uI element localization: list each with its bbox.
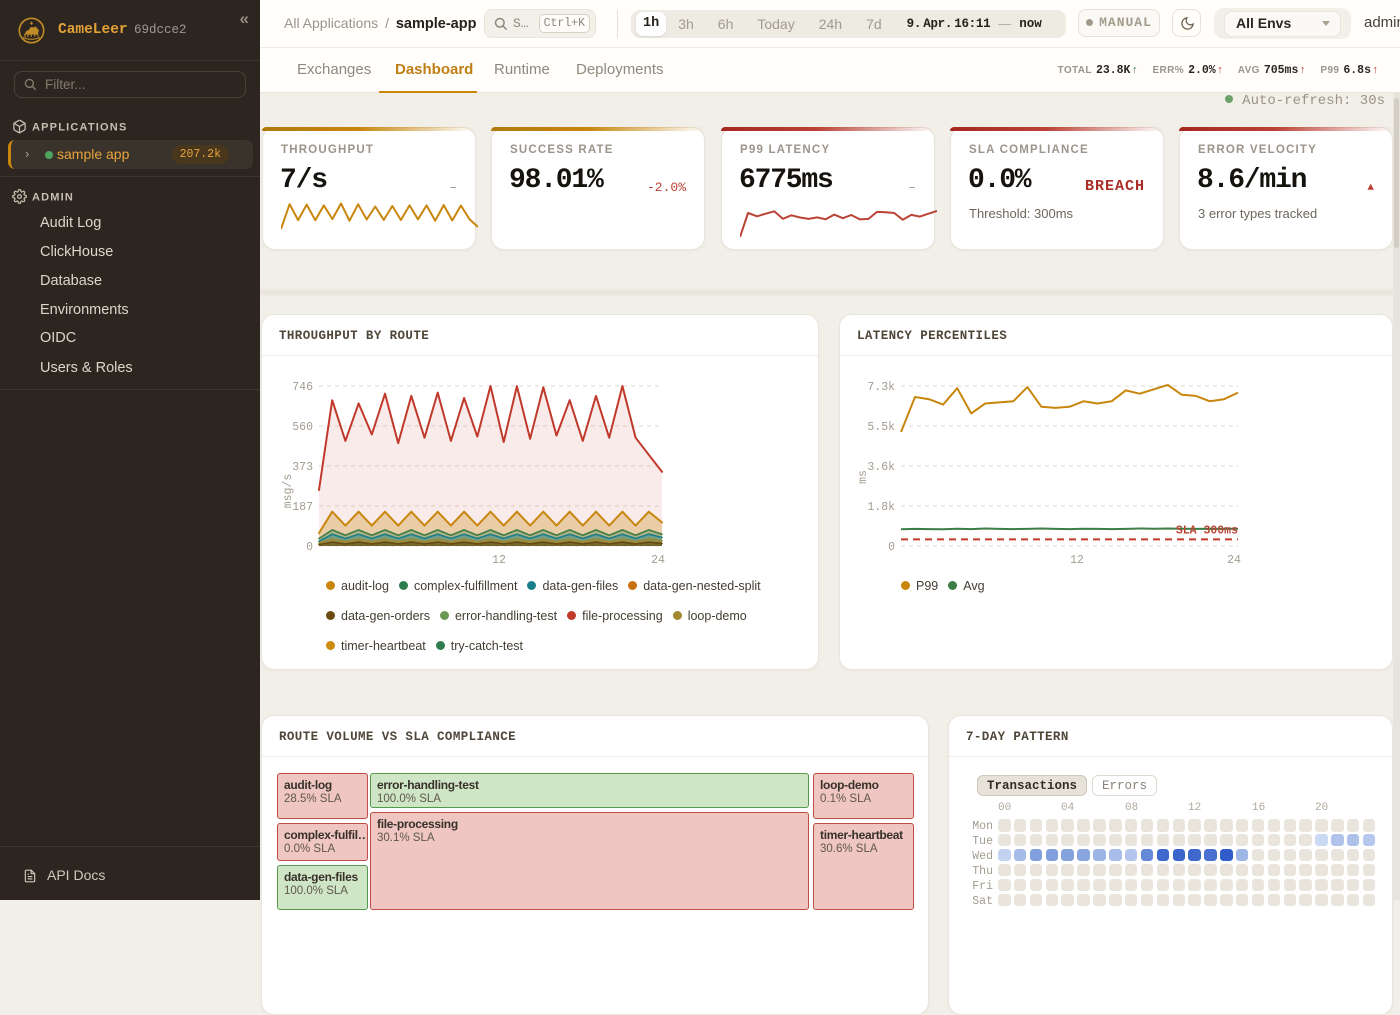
- svg-text:12: 12: [1070, 554, 1084, 567]
- svg-text:5.5k: 5.5k: [867, 421, 895, 434]
- svg-text:0: 0: [306, 541, 313, 554]
- svg-text:0: 0: [888, 541, 895, 554]
- svg-text:7.3k: 7.3k: [867, 381, 895, 394]
- svg-text:SLA 300ms: SLA 300ms: [1176, 524, 1238, 537]
- svg-text:msg/s: msg/s: [282, 474, 295, 509]
- svg-text:3.6k: 3.6k: [867, 461, 895, 474]
- svg-text:560: 560: [292, 421, 313, 434]
- svg-text:ms: ms: [857, 470, 870, 484]
- svg-text:746: 746: [292, 381, 313, 394]
- svg-text:24: 24: [651, 554, 665, 567]
- svg-text:1.8k: 1.8k: [867, 501, 895, 514]
- svg-text:24: 24: [1227, 554, 1241, 567]
- svg-text:187: 187: [292, 501, 313, 514]
- svg-text:12: 12: [492, 554, 506, 567]
- svg-text:373: 373: [292, 461, 313, 474]
